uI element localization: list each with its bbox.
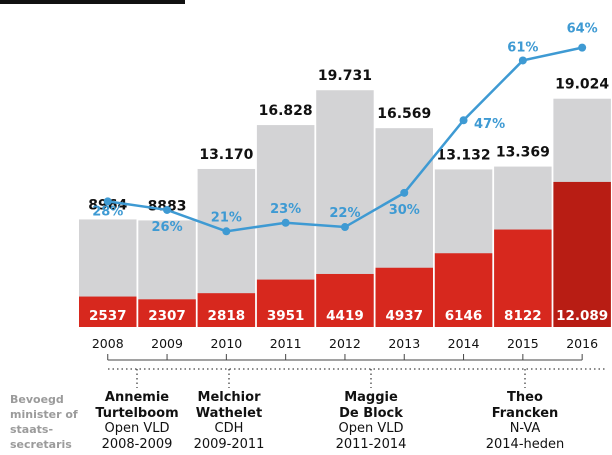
side-label-line: minister of: [10, 408, 78, 421]
sub-bar-value-label: 3951: [267, 308, 305, 324]
side-label-line: secretaris: [10, 438, 72, 451]
total-bar-value-label: 16.828: [259, 103, 313, 119]
minister-last-name: Turtelboom: [95, 405, 179, 421]
percentage-label: 22%: [329, 206, 360, 221]
x-tick-label: 2013: [388, 336, 420, 351]
sub-bar-value-label: 12.089: [556, 308, 608, 324]
total-bar-value-label: 16.569: [377, 106, 431, 122]
minister-period: 2014-heden: [485, 436, 565, 452]
x-tick-label: 2012: [329, 336, 361, 351]
minister-party: Open VLD: [338, 421, 404, 436]
x-tick-label: 2008: [92, 336, 124, 351]
percentage-label: 23%: [270, 202, 301, 217]
sub-bar: [434, 253, 493, 327]
sub-bar-value-label: 2537: [89, 308, 127, 324]
total-bar-value-label: 13.170: [199, 147, 253, 163]
total-bar-value-label: 13.132: [437, 147, 491, 163]
header-bar: [0, 0, 185, 4]
minister-turtelboom: Annemie Turtelboom Open VLD 2008-2009: [95, 390, 178, 452]
percentage-label: 26%: [151, 220, 182, 235]
sub-bar: [494, 229, 552, 327]
percentage-point: [340, 223, 349, 232]
sub-bar-value-label: 6146: [445, 308, 483, 324]
percentage-label: 21%: [211, 210, 242, 225]
percentage-label: 64%: [567, 22, 598, 37]
percentage-label: 30%: [389, 203, 420, 218]
x-tick-label: 2011: [270, 336, 302, 351]
sub-bar: [79, 296, 137, 327]
sub-bar: [375, 267, 433, 327]
percentage-label: 61%: [507, 40, 538, 55]
minister-first-name: Maggie: [344, 390, 398, 405]
percentage-point: [518, 56, 527, 65]
total-bar-value-label: 19.731: [318, 68, 372, 84]
side-label-line: Bevoegd: [10, 393, 64, 406]
total-bar-value-label: 13.369: [496, 145, 550, 161]
minister-last-name: De Block: [339, 405, 403, 421]
percentage-point: [163, 205, 172, 214]
percentage-point: [459, 116, 468, 125]
percentage-point: [103, 197, 112, 206]
minister-period: 2008-2009: [101, 436, 173, 452]
sub-bar-value-label: 2818: [208, 308, 246, 324]
minister-last-name: Francken: [491, 405, 559, 421]
percentage-label: 47%: [474, 117, 505, 132]
x-tick-label: 2016: [566, 336, 598, 351]
sub-bar-value-label: 4937: [385, 308, 423, 324]
minister-party: Open VLD: [104, 421, 170, 436]
minister-period: 2011-2014: [335, 436, 407, 452]
percentage-point: [222, 227, 231, 236]
percentage-point: [578, 43, 587, 52]
minister-last-name: Wathelet: [195, 405, 263, 421]
minister-first-name: Melchior: [197, 390, 261, 405]
percentage-point: [281, 218, 290, 227]
minister-wathelet: Melchior Wathelet CDH 2009-2011: [194, 390, 265, 452]
percentage-label: 28%: [92, 204, 123, 219]
minister-party: N-VA: [509, 421, 541, 436]
x-tick-label: 2010: [210, 336, 242, 351]
sub-bar-value-label: 8122: [504, 308, 542, 324]
sub-bar-value-label: 4419: [326, 308, 364, 324]
sub-bar: [138, 299, 196, 327]
minister-period: 2009-2011: [193, 436, 265, 452]
x-tick-label: 2009: [151, 336, 183, 351]
percentage-point: [400, 188, 409, 197]
sub-bar: [197, 293, 256, 327]
sub-bar: [316, 273, 374, 327]
minister-party: CDH: [214, 421, 244, 436]
minister-side-label: Bevoegd minister of staats- secretaris: [10, 392, 78, 452]
sub-bar: [553, 181, 611, 327]
sub-bar-value-label: 2307: [148, 308, 186, 324]
total-bar-value-label: 19.024: [555, 77, 609, 93]
minister-francken: Theo Francken N-VA 2014-heden: [486, 390, 565, 452]
total-bar-value-label: 8964: [88, 197, 127, 213]
minister-de-block: Maggie De Block Open VLD 2011-2014: [336, 390, 407, 452]
sub-bar: [256, 279, 315, 327]
minister-first-name: Theo: [507, 390, 543, 405]
minister-first-name: Annemie: [104, 390, 170, 405]
x-tick-label: 2015: [507, 336, 539, 351]
x-tick-label: 2014: [448, 336, 480, 351]
side-label-line: staats-: [10, 423, 54, 436]
